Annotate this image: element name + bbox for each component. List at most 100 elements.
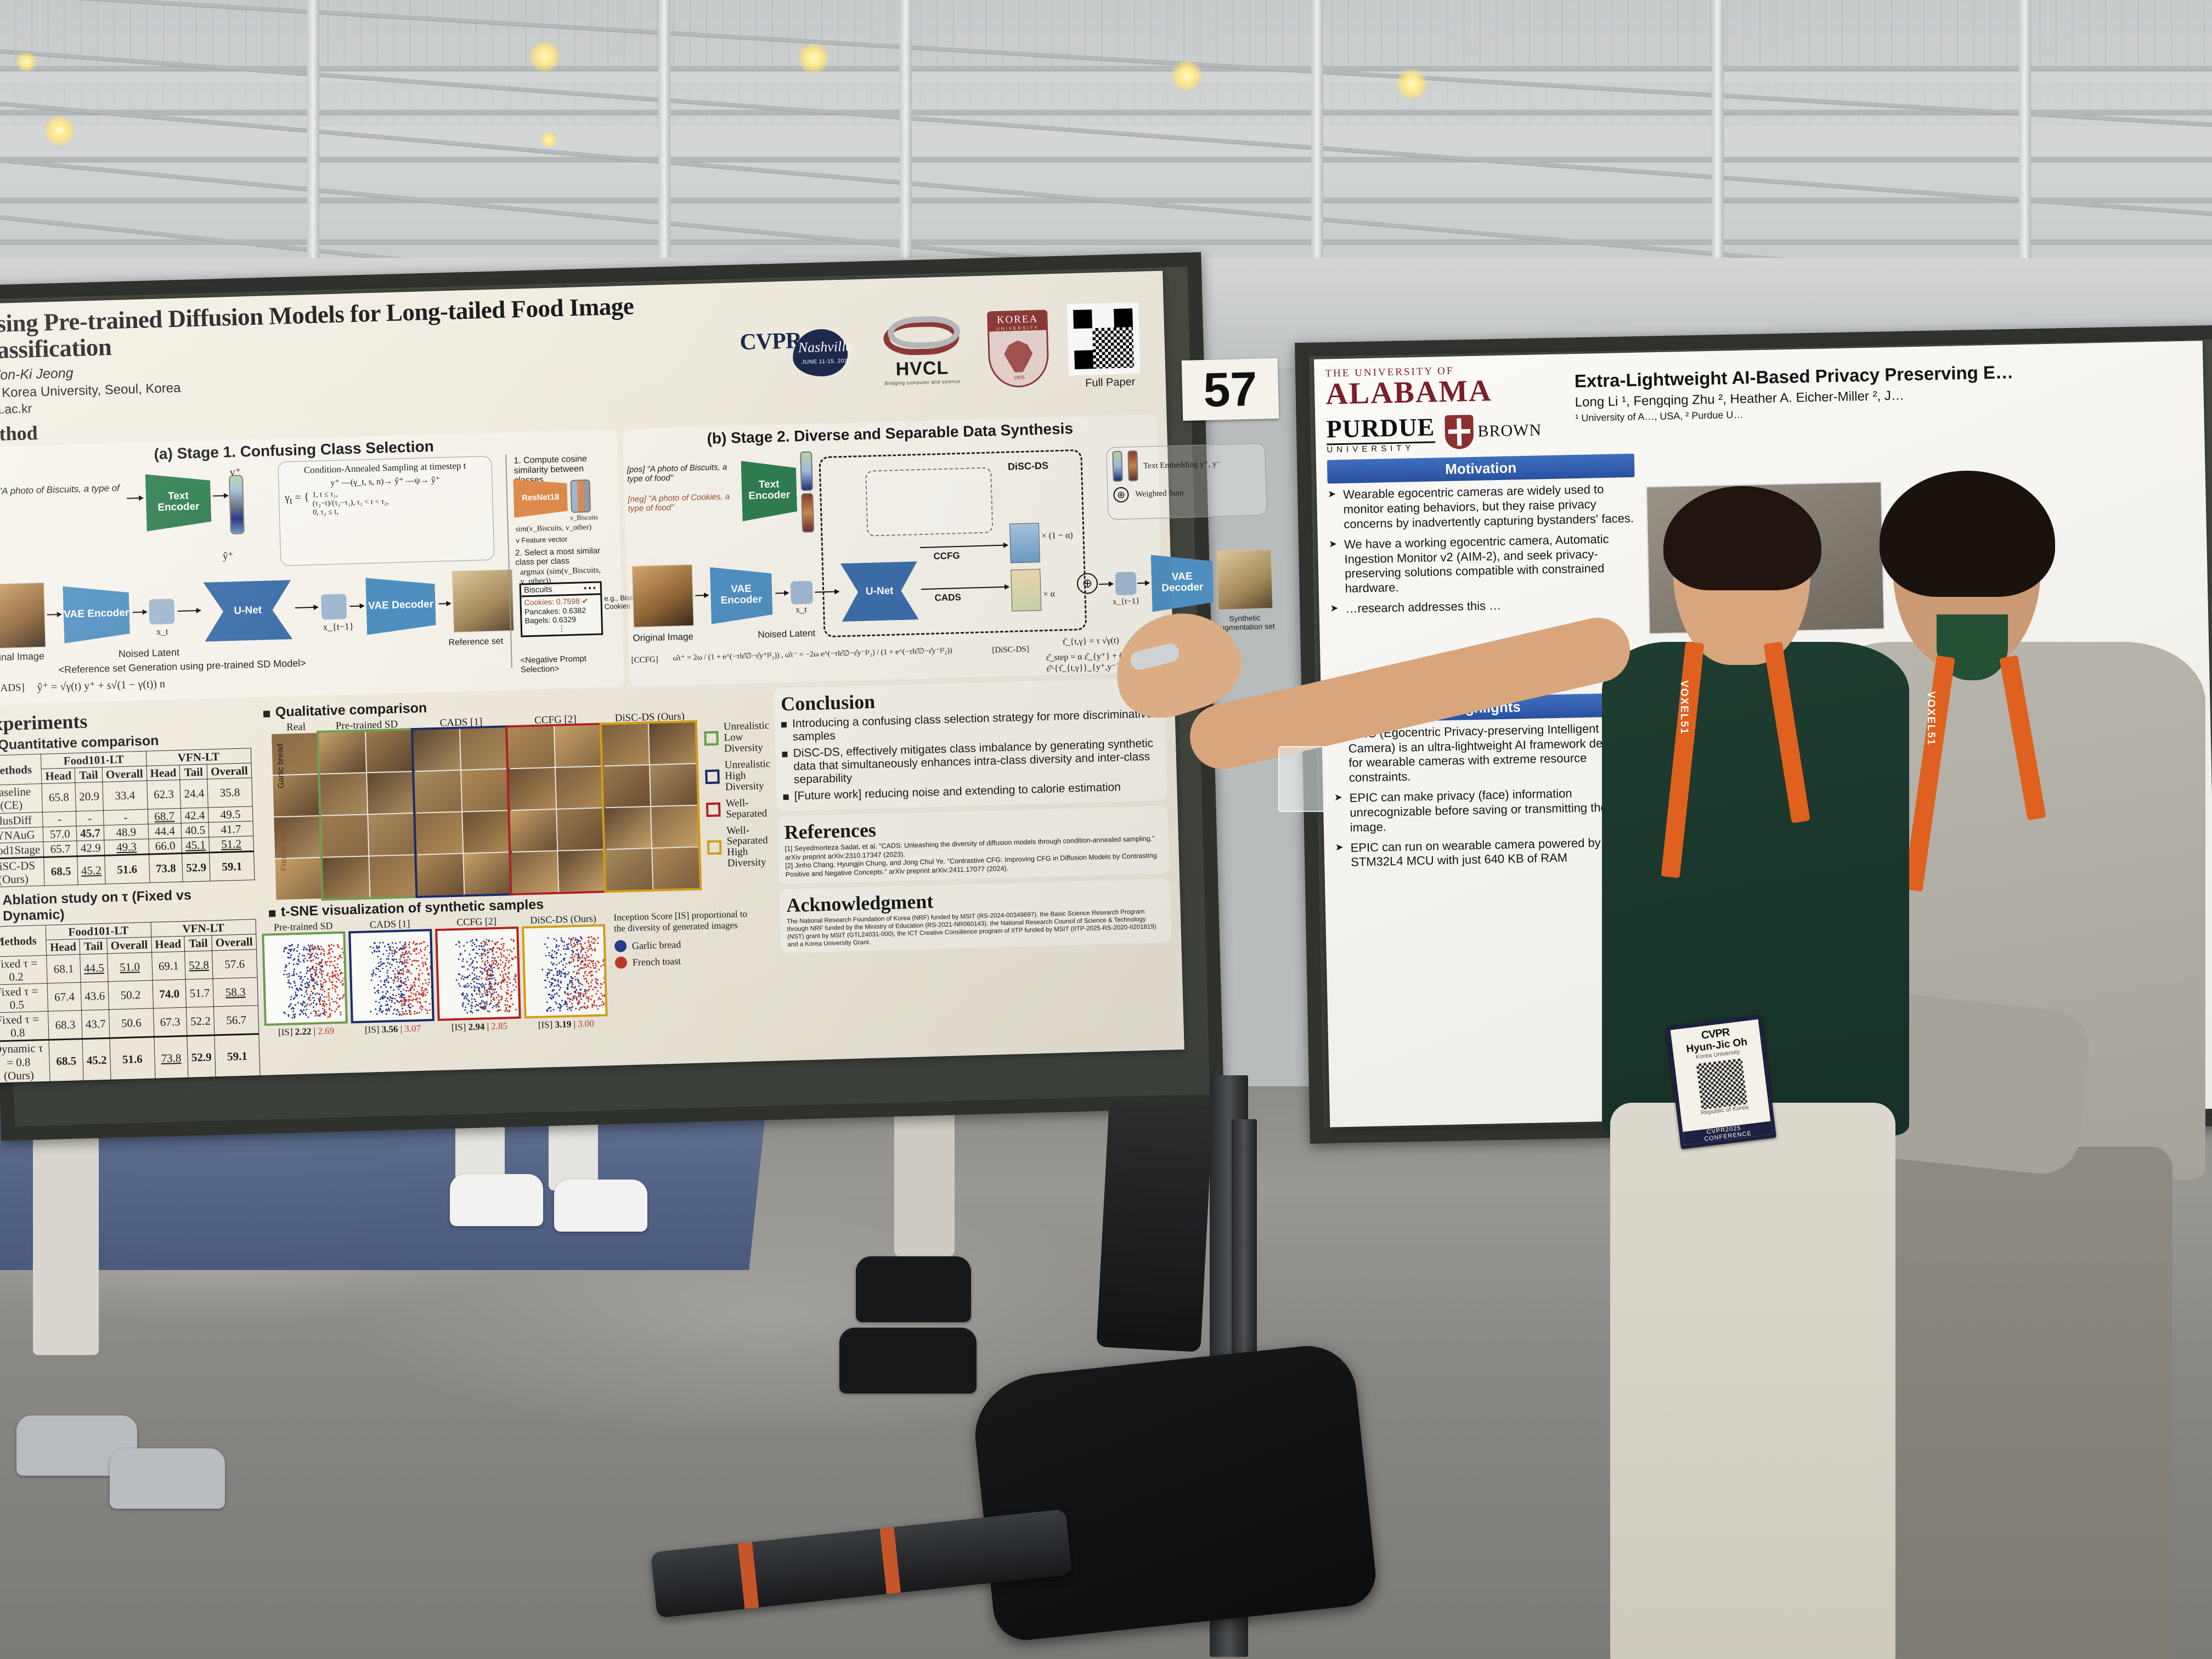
legend-swatch xyxy=(704,731,719,746)
table-cell: 44.5 xyxy=(80,953,108,983)
legend-label-garlic: Garlic bread xyxy=(632,939,681,951)
row-method-label: Fixed τ = 0.2 xyxy=(0,955,47,985)
col-head: Head xyxy=(151,936,185,952)
vae-encoder-block: VAE Encoder xyxy=(63,584,130,643)
stage2-panel: (b) Stage 2. Diverse and Separable Data … xyxy=(623,414,1164,687)
bystander-shoe xyxy=(110,1448,225,1509)
bystander-shoe xyxy=(554,1180,647,1232)
tsne-panel: DiSC-DS (Ours) [IS] 3.19 | 3.00 xyxy=(521,912,608,1031)
legend-label: Unrealistic High Diversity xyxy=(725,759,771,793)
reference-set-thumb xyxy=(452,569,514,633)
qualitative-image-grid xyxy=(272,723,699,900)
food-image-cell xyxy=(603,765,650,807)
food-image-cell xyxy=(507,726,555,768)
table-row: Dynamic τ = 0.8 (Ours) 68.5 45.2 51.6 73.8 52… xyxy=(0,1034,260,1084)
tsne-panel: Pre-trained SD [IS] 2.22 | 2.69 xyxy=(261,920,348,1039)
table-cell: 45.7 xyxy=(76,825,104,841)
table-cell: 20.9 xyxy=(75,782,103,811)
food-image-cell xyxy=(321,815,368,856)
purdue-logo: PURDUE xyxy=(1326,413,1435,445)
food-image-cell xyxy=(462,811,510,853)
stage1-panel: (a) Stage 1. Confusing Class Selection [… xyxy=(0,429,624,705)
table-cell: 59.1 xyxy=(210,851,255,882)
food-image-cell xyxy=(322,856,369,898)
table-cell: 52.9 xyxy=(182,853,210,882)
food-image-cell xyxy=(415,812,462,854)
table-cell: 43.7 xyxy=(82,1009,110,1039)
table-cell: 35.8 xyxy=(207,778,252,808)
food-image-cell xyxy=(368,814,415,855)
bystander-shoe-dark xyxy=(856,1256,971,1322)
col-overall: Overall xyxy=(102,766,146,782)
conclusion-panel: Conclusion Introducing a confusing class… xyxy=(774,678,1167,811)
row-method-label: Fixed τ = 0.5 xyxy=(0,983,48,1013)
tiger-icon xyxy=(1001,340,1036,373)
legend-swatch xyxy=(706,802,721,817)
embedding-strip-icon xyxy=(229,475,245,535)
table-cell: 51.7 xyxy=(185,979,213,1008)
food-image-cell xyxy=(511,851,558,893)
latent-block xyxy=(321,594,347,619)
ccfg-label: [CCFG] xyxy=(631,656,658,665)
food-image-cell xyxy=(509,768,556,810)
resnet18-block: ResNet18 xyxy=(513,478,568,518)
legend-dot-garlic xyxy=(614,940,627,952)
col-overall: Overall xyxy=(207,763,251,779)
qualitative-method-group xyxy=(319,730,416,899)
table-cell: 73.8 xyxy=(149,853,183,883)
quantitative-table: Methods Food101-LT VFN-LT Head Tail Over… xyxy=(0,748,255,888)
row-method-label: ClusDiff xyxy=(0,812,43,828)
qr-code-icon[interactable] xyxy=(1067,302,1141,376)
left-poster: …sing Pre-trained Diffusion Models for L… xyxy=(0,271,1184,1084)
legend-label: Unrealistic Low Diversity xyxy=(724,720,770,754)
inception-score-note: Inception Score [IS] proportional to the… xyxy=(613,909,757,934)
acknowledgment-panel: Acknowledgment The National Research Fou… xyxy=(780,878,1172,953)
inception-score-row: [IS] 3.19 | 3.00 xyxy=(524,1018,608,1031)
tsne-scatter-plot xyxy=(522,924,608,1018)
table-cell: 74.0 xyxy=(153,979,187,1008)
inception-score-row: [IS] 2.22 | 2.69 xyxy=(264,1025,348,1039)
qr-caption: Full Paper xyxy=(1069,375,1152,390)
discds-formula-1: τ̂_{t,γ} = τ √γ(t) xyxy=(1062,636,1119,647)
stage2-legend-box: Text Embedding y⁺, y⁻ ⊕ Weighted Sum xyxy=(1106,443,1267,520)
food-image-cell xyxy=(460,727,507,769)
backpack xyxy=(969,1341,1379,1644)
x-t-minus-1-label: x_{t−1} xyxy=(323,621,354,633)
legend-item: Well-Separated High Diversity xyxy=(707,824,774,870)
table-cell: 51.2 xyxy=(209,836,253,853)
original-image-label: Original Image xyxy=(633,631,693,644)
table-cell: 45.2 xyxy=(77,855,105,885)
table-cell: 68.5 xyxy=(44,856,78,886)
synthetic-set-thumb xyxy=(1216,549,1273,610)
cvpr-wordmark: CVPR xyxy=(740,328,802,355)
bystander-legs xyxy=(894,1097,955,1256)
col-methods: Methods xyxy=(0,926,47,957)
table-cell: 59.1 xyxy=(215,1034,260,1077)
hvcl-wordmark: HVCL xyxy=(870,357,974,381)
food-image-cell xyxy=(652,848,699,889)
qualitative-method-group xyxy=(507,725,605,893)
table-cell: 44.4 xyxy=(148,823,182,839)
food-image-cell xyxy=(558,850,605,891)
table-cell: 66.0 xyxy=(148,838,182,854)
gamma-case: 0, τ₂ ≤ t, xyxy=(313,506,389,517)
qr-code-block[interactable]: Full Paper xyxy=(1067,302,1152,390)
unet-block: U-Net xyxy=(203,580,292,641)
table-cell: 33.4 xyxy=(103,781,148,810)
conclusion-column: Conclusion Introducing a confusing class… xyxy=(774,678,1175,1062)
x-t-label: x_t xyxy=(156,626,168,637)
table-cell: 68.3 xyxy=(48,1011,82,1040)
inception-score-row: [IS] 2.94 | 2.85 xyxy=(438,1020,521,1034)
table-cell: 62.3 xyxy=(146,780,180,809)
korea-founding-year: 1905 xyxy=(990,374,1047,381)
feature-vector-note: v Feature vector xyxy=(516,535,567,545)
qualitative-method-group xyxy=(602,723,699,891)
qualitative-method-group xyxy=(413,727,511,896)
food-image-cell xyxy=(464,853,511,894)
food-image-cell xyxy=(413,729,460,771)
food-image-cell xyxy=(555,725,602,766)
equipment-bag xyxy=(1096,1100,1213,1352)
eye-icon xyxy=(879,317,963,359)
similarity-step2: 2. Select a most similar class per class xyxy=(515,546,617,567)
food-image-cell xyxy=(366,730,413,772)
